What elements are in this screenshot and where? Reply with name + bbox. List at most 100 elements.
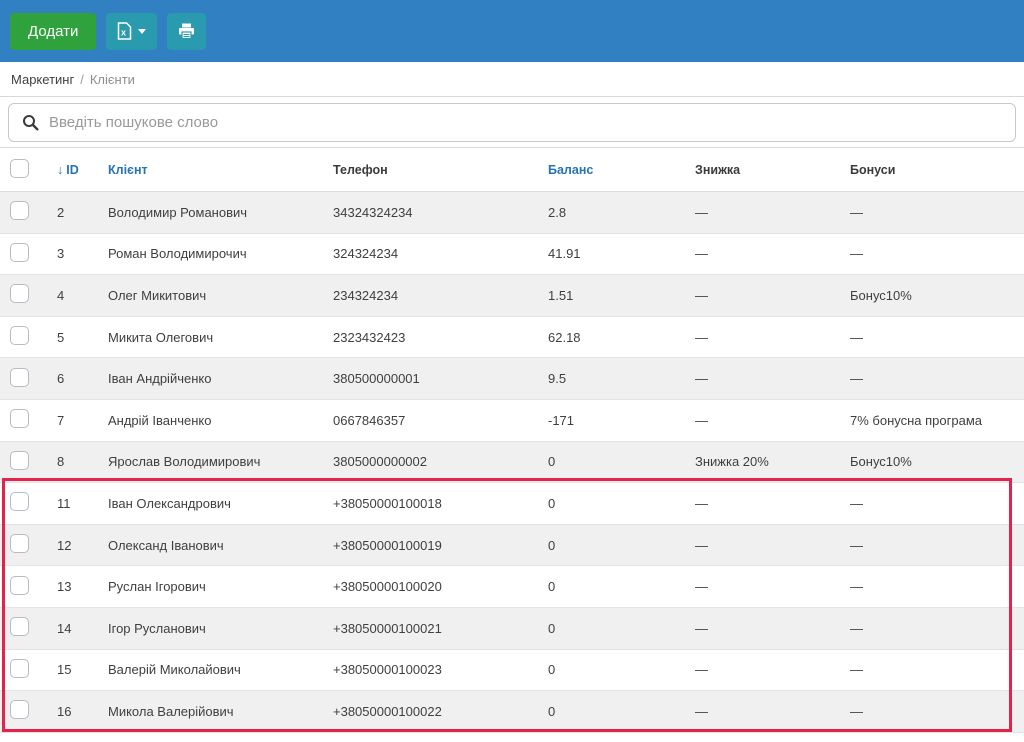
row-checkbox[interactable]: [10, 450, 29, 470]
cell-id: 16: [57, 703, 72, 719]
cell-client: Валерій Миколайович: [108, 662, 241, 678]
cell-phone: 2323432423: [333, 329, 406, 345]
cell-discount: —: [695, 620, 708, 636]
table-row[interactable]: 4 Олег Микитович 234324234 1.51 — Бонус1…: [0, 275, 1024, 317]
breadcrumb-item-marketing[interactable]: Маркетинг: [11, 71, 75, 87]
cell-client: Руслан Ігорович: [108, 579, 206, 595]
row-checkbox[interactable]: [10, 700, 29, 720]
table-body: 2 Володимир Романович 34324324234 2.8 — …: [0, 192, 1024, 733]
table-row[interactable]: 12 Олександ Іванович +38050000100019 0 —…: [0, 524, 1024, 567]
cell-phone: +38050000100022: [333, 703, 442, 719]
table-row[interactable]: 2 Володимир Романович 34324324234 2.8 — …: [0, 192, 1024, 234]
cell-phone: 0667846357: [333, 412, 406, 428]
column-header-id[interactable]: ↓ ID: [57, 162, 79, 177]
cell-bonus: —: [850, 204, 863, 220]
row-checkbox[interactable]: [10, 409, 29, 429]
row-checkbox[interactable]: [10, 534, 29, 554]
cell-bonus: —: [850, 329, 863, 345]
cell-discount: —: [695, 371, 708, 387]
cell-id: 4: [57, 287, 65, 303]
table-row[interactable]: 8 Ярослав Володимирович 3805000000002 0 …: [0, 441, 1024, 484]
cell-id: 11: [57, 495, 71, 511]
column-header-phone: Телефон: [333, 162, 388, 177]
table-row[interactable]: 15 Валерій Миколайович +38050000100023 0…: [0, 649, 1024, 692]
cell-id: 13: [57, 579, 72, 595]
select-all-checkbox[interactable]: [10, 158, 29, 178]
cell-phone: 3805000000002: [333, 454, 427, 470]
breadcrumb: Маркетинг / Клієнти: [0, 62, 1024, 97]
table-header: ↓ ID Клієнт Телефон Баланс Знижка Бонуси: [0, 147, 1024, 192]
export-excel-button[interactable]: x: [106, 12, 158, 50]
cell-discount: —: [695, 329, 708, 345]
table-row[interactable]: 13 Руслан Ігорович +38050000100020 0 — —: [0, 566, 1024, 608]
table-row[interactable]: 3 Роман Володимирочич 324324234 41.91 — …: [0, 233, 1024, 276]
column-header-balance[interactable]: Баланс: [548, 162, 594, 177]
column-header-client[interactable]: Клієнт: [108, 162, 148, 177]
cell-discount: —: [695, 537, 708, 553]
cell-balance: 0: [548, 537, 556, 553]
cell-phone: 234324234: [333, 287, 399, 303]
row-checkbox[interactable]: [10, 658, 29, 678]
column-header-discount: Знижка: [695, 162, 741, 177]
cell-id: 2: [57, 204, 65, 220]
cell-id: 6: [57, 371, 65, 387]
table-row[interactable]: 6 Іван Андрійченко 380500000001 9.5 — —: [0, 358, 1024, 400]
row-checkbox[interactable]: [10, 492, 29, 512]
toolbar: Додати x: [0, 0, 1024, 62]
row-checkbox[interactable]: [10, 326, 29, 346]
breadcrumb-separator: /: [80, 71, 84, 87]
cell-phone: 34324324234: [333, 204, 413, 220]
table-row[interactable]: 11 Іван Олександрович +38050000100018 0 …: [0, 483, 1024, 525]
cell-balance: 41.91: [548, 246, 581, 262]
add-button[interactable]: Додати: [10, 12, 97, 50]
cell-bonus: —: [850, 579, 863, 595]
cell-balance: 0: [548, 662, 556, 678]
sort-desc-icon: ↓: [57, 162, 64, 177]
cell-bonus: —: [850, 703, 863, 719]
cell-bonus: —: [850, 246, 863, 262]
cell-discount: —: [695, 579, 708, 595]
cell-id: 7: [57, 412, 65, 428]
table-row[interactable]: 7 Андрій Іванченко 0667846357 -171 — 7% …: [0, 399, 1024, 442]
row-checkbox[interactable]: [10, 284, 29, 304]
cell-balance: 1.51: [548, 287, 574, 303]
row-checkbox[interactable]: [10, 575, 29, 595]
cell-client: Іван Олександрович: [108, 495, 231, 511]
cell-balance: 0: [548, 620, 556, 636]
svg-text:x: x: [121, 28, 126, 38]
cell-phone: +38050000100021: [333, 620, 442, 636]
cell-phone: +38050000100023: [333, 662, 442, 678]
cell-client: Олександ Іванович: [108, 537, 224, 553]
cell-balance: 9.5: [548, 371, 567, 387]
breadcrumb-item-clients[interactable]: Клієнти: [89, 71, 135, 87]
row-checkbox[interactable]: [10, 617, 29, 637]
cell-balance: -171: [548, 412, 575, 428]
cell-phone: 380500000001: [333, 371, 420, 387]
cell-bonus: 7% бонусна програма: [850, 412, 982, 428]
chevron-down-icon: [138, 28, 147, 34]
row-checkbox[interactable]: [10, 201, 29, 221]
cell-id: 12: [57, 537, 72, 553]
search-input[interactable]: [49, 114, 1002, 131]
row-checkbox[interactable]: [10, 367, 29, 387]
cell-id: 5: [57, 329, 65, 345]
cell-id: 14: [57, 620, 72, 636]
print-button[interactable]: [167, 12, 207, 50]
cell-bonus: —: [850, 371, 863, 387]
cell-phone: 324324234: [333, 246, 399, 262]
table-row[interactable]: 16 Микола Валерійович +38050000100022 0 …: [0, 691, 1024, 733]
cell-client: Ярослав Володимирович: [108, 454, 261, 470]
cell-phone: +38050000100019: [333, 537, 442, 553]
cell-client: Володимир Романович: [108, 204, 248, 220]
cell-client: Микита Олегович: [108, 329, 214, 345]
cell-discount: —: [695, 703, 708, 719]
table-row[interactable]: 5 Микита Олегович 2323432423 62.18 — —: [0, 316, 1024, 359]
cell-balance: 62.18: [548, 329, 581, 345]
table-row[interactable]: 14 Ігор Русланович +38050000100021 0 — —: [0, 607, 1024, 650]
cell-bonus: Бонус10%: [850, 287, 912, 303]
excel-file-icon: x: [117, 22, 132, 40]
row-checkbox[interactable]: [10, 242, 29, 262]
cell-client: Іван Андрійченко: [108, 371, 212, 387]
search-box[interactable]: [8, 103, 1016, 142]
